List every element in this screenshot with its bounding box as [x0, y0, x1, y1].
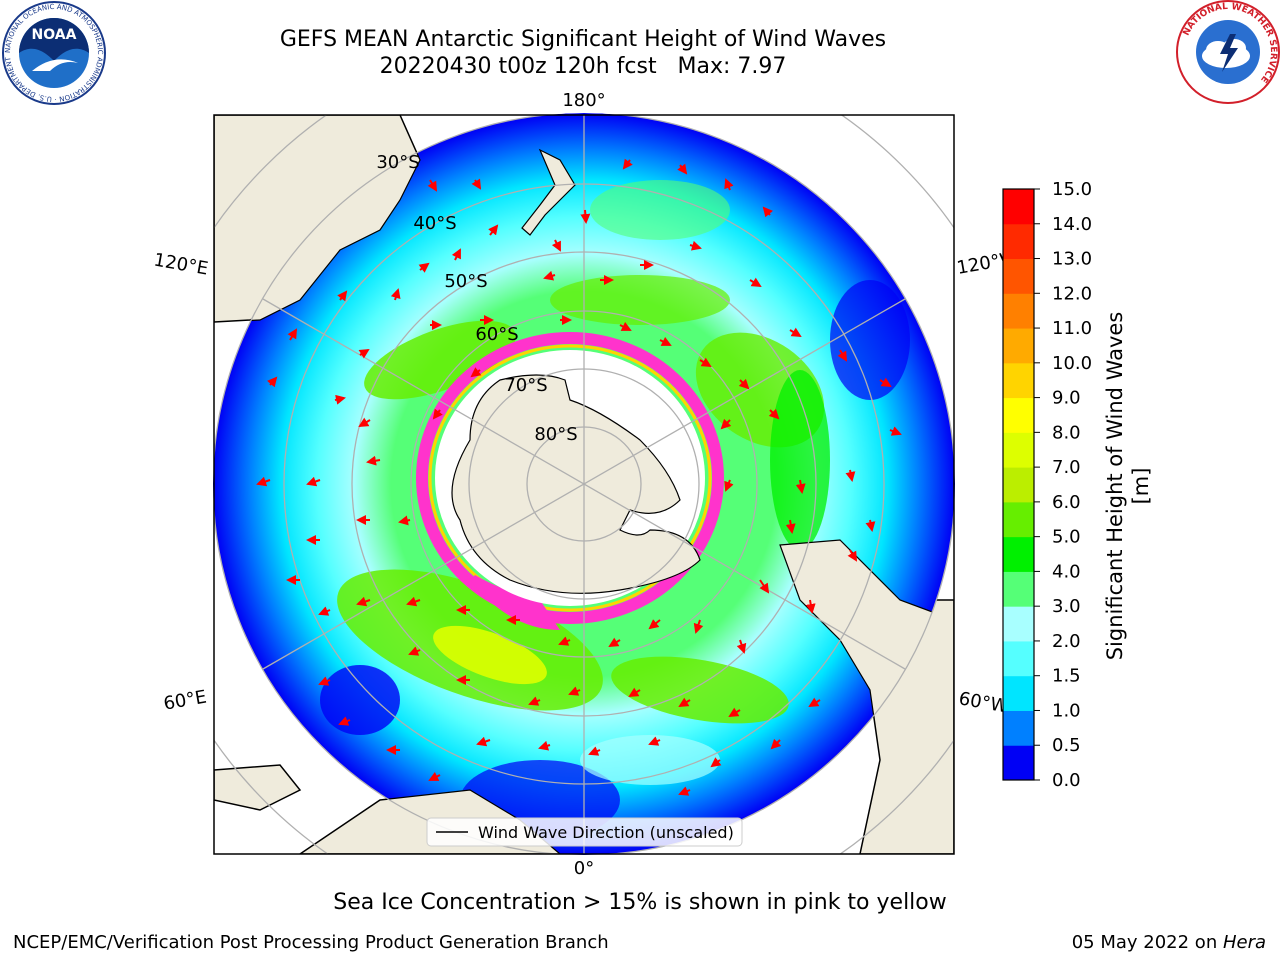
lon-label-0: 0° [574, 858, 594, 879]
colorbar-segment [1003, 328, 1034, 364]
footer-credit: NCEP/EMC/Verification Post Processing Pr… [13, 932, 609, 953]
colorbar-tick-label: 8.0 [1052, 422, 1081, 443]
footer-host: Hera [1222, 932, 1266, 953]
colorbar-tick-label: 2.0 [1052, 631, 1081, 652]
colorbar-segment [1003, 432, 1034, 468]
lon-label-180: 180° [562, 90, 605, 111]
colorbar-segment [1003, 293, 1034, 329]
colorbar-tick-label: 7.0 [1052, 457, 1081, 478]
colorbar-tick-label: 11.0 [1052, 318, 1092, 339]
colorbar: 0.0 0.5 1.0 1.5 2.0 3.0 4.0 5.0 6.0 7.0 8.0 9.0 10.0… [1002, 179, 1092, 791]
colorbar-tick-label: 6.0 [1052, 492, 1081, 513]
legend-label: Wind Wave Direction (unscaled) [478, 823, 734, 842]
colorbar-tick-label: 15.0 [1052, 179, 1092, 200]
sea-ice-caption: Sea Ice Concentration > 15% is shown in … [333, 890, 947, 915]
colorbar-segment [1003, 675, 1034, 711]
nws-logo: NATIONAL WEATHER SERVICE [1176, 0, 1280, 104]
colorbar-label: Significant Height of Wind Waves [m] [1103, 311, 1153, 661]
colorbar-segment [1003, 189, 1034, 225]
colorbar-tick-label: 0.5 [1052, 735, 1081, 756]
colorbar-tick-label: 1.5 [1052, 666, 1081, 687]
colorbar-segment [1003, 258, 1034, 294]
colorbar-segment [1003, 397, 1034, 433]
colorbar-segment [1003, 640, 1034, 677]
colorbar-tick-label: 10.0 [1052, 353, 1092, 374]
lon-label-60e: 60°E [162, 686, 208, 714]
colorbar-segment [1003, 362, 1034, 399]
colorbar-tick-label: 1.0 [1052, 700, 1081, 721]
graticule [214, 115, 954, 854]
colorbar-tick-label: 3.0 [1052, 596, 1081, 617]
lat-label-70s: 70°S [504, 375, 547, 396]
footer-date-text: 05 May 2022 on [1071, 932, 1223, 953]
lon-label-60w: 60°W [957, 688, 1010, 717]
noaa-logo: NATIONAL OCEANIC AND ATMOSPHERIC ADMINIS… [2, 1, 106, 105]
colorbar-segment [1003, 467, 1034, 503]
chart-title: GEFS MEAN Antarctic Significant Height o… [0, 26, 1166, 80]
colorbar-segment [1003, 571, 1034, 607]
colorbar-segment [1003, 223, 1034, 260]
lat-label-80s: 80°S [534, 424, 577, 445]
colorbar-tick-label: 9.0 [1052, 388, 1081, 409]
colorbar-tick-label: 13.0 [1052, 249, 1092, 270]
colorbar-frame [1002, 188, 1035, 781]
lat-label-60s: 60°S [475, 324, 518, 345]
colorbar-tick-label: 12.0 [1052, 283, 1092, 304]
colorbar-segment [1003, 745, 1034, 781]
colorbar-tick-label: 4.0 [1052, 561, 1081, 582]
colorbar-tick-label: 5.0 [1052, 527, 1081, 548]
lat-label-50s: 50°S [444, 271, 487, 292]
colorbar-segment [1003, 710, 1034, 746]
noaa-text: NOAA [32, 27, 77, 43]
title-line-1: GEFS MEAN Antarctic Significant Height o… [279, 27, 887, 52]
colorbar-segment [1003, 606, 1034, 642]
map-border [213, 114, 955, 855]
footer-date: 05 May 2022 on Hera [1072, 932, 1266, 953]
lat-label-30s: 30°S [376, 152, 419, 173]
wind-wave-arrows [256, 158, 902, 796]
colorbar-tick-label: 0.0 [1052, 770, 1081, 791]
colorbar-segment [1003, 501, 1034, 538]
colorbar-tick-label: 14.0 [1052, 214, 1092, 235]
latitude-labels: 30°S 40°S 50°S 60°S 70°S 80°S [376, 152, 577, 445]
lon-label-120e: 120°E [152, 249, 210, 279]
map-legend: Wind Wave Direction (unscaled) [426, 817, 743, 847]
colorbar-segment [1003, 536, 1034, 572]
title-line-2: 20220430 t00z 120h fcst Max: 7.97 [379, 54, 787, 79]
lat-label-40s: 40°S [413, 213, 456, 234]
